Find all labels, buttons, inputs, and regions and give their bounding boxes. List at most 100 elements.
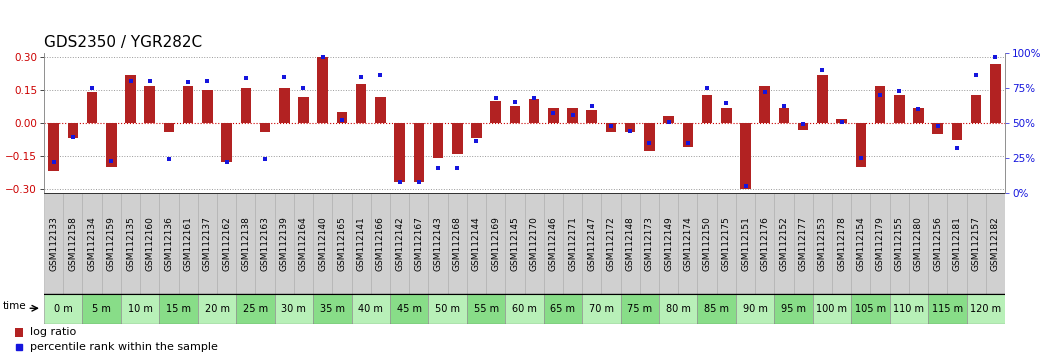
- Bar: [836, 119, 847, 123]
- Text: 55 m: 55 m: [473, 304, 498, 314]
- Bar: [659, 294, 698, 324]
- Bar: [914, 108, 924, 123]
- Bar: [793, 193, 813, 294]
- Bar: [351, 193, 370, 294]
- Text: GSM112173: GSM112173: [645, 216, 654, 271]
- Bar: [736, 294, 774, 324]
- Bar: [702, 95, 712, 123]
- Bar: [490, 101, 501, 123]
- Bar: [875, 86, 885, 123]
- Text: GSM112181: GSM112181: [952, 216, 961, 271]
- Bar: [928, 294, 966, 324]
- Bar: [333, 193, 351, 294]
- Text: GSM112135: GSM112135: [126, 216, 135, 271]
- Bar: [467, 193, 486, 294]
- Bar: [67, 123, 79, 138]
- Bar: [582, 193, 601, 294]
- Bar: [605, 123, 616, 132]
- Bar: [851, 294, 890, 324]
- Text: GSM112152: GSM112152: [779, 216, 789, 271]
- Text: 65 m: 65 m: [551, 304, 576, 314]
- Bar: [486, 193, 506, 294]
- Bar: [121, 294, 159, 324]
- Bar: [698, 193, 716, 294]
- Text: GSM112133: GSM112133: [49, 216, 58, 271]
- Bar: [966, 193, 986, 294]
- Text: 30 m: 30 m: [281, 304, 306, 314]
- Bar: [524, 193, 543, 294]
- Bar: [741, 123, 751, 189]
- Bar: [970, 95, 982, 123]
- Bar: [294, 193, 313, 294]
- Bar: [548, 108, 559, 123]
- Bar: [141, 193, 159, 294]
- Text: GSM112163: GSM112163: [260, 216, 270, 271]
- Bar: [851, 193, 871, 294]
- Text: 115 m: 115 m: [932, 304, 963, 314]
- Bar: [506, 294, 543, 324]
- Text: GSM112138: GSM112138: [241, 216, 251, 271]
- Text: log ratio: log ratio: [29, 327, 76, 337]
- Bar: [428, 294, 467, 324]
- Text: 45 m: 45 m: [397, 304, 422, 314]
- Bar: [102, 193, 121, 294]
- Text: GSM112157: GSM112157: [971, 216, 981, 271]
- Text: GSM112171: GSM112171: [569, 216, 577, 271]
- Text: GSM112170: GSM112170: [530, 216, 538, 271]
- Bar: [467, 294, 506, 324]
- Text: GSM112146: GSM112146: [549, 216, 558, 271]
- Text: GSM112144: GSM112144: [472, 216, 480, 271]
- Bar: [529, 99, 539, 123]
- Bar: [966, 294, 1005, 324]
- Bar: [376, 97, 386, 123]
- Bar: [506, 193, 524, 294]
- Bar: [778, 108, 789, 123]
- Text: time: time: [2, 301, 26, 311]
- Text: GSM112136: GSM112136: [165, 216, 173, 271]
- Bar: [543, 294, 582, 324]
- Text: GSM112151: GSM112151: [741, 216, 750, 271]
- Bar: [755, 193, 774, 294]
- Bar: [44, 294, 83, 324]
- Bar: [908, 193, 928, 294]
- Bar: [356, 84, 366, 123]
- Text: GSM112143: GSM112143: [433, 216, 443, 271]
- Text: GSM112148: GSM112148: [625, 216, 635, 271]
- Bar: [145, 86, 155, 123]
- Text: GSM112158: GSM112158: [68, 216, 78, 271]
- Bar: [679, 193, 698, 294]
- Bar: [947, 193, 966, 294]
- Text: GSM112162: GSM112162: [222, 216, 231, 271]
- Bar: [990, 64, 1001, 123]
- Bar: [125, 75, 135, 123]
- Bar: [279, 88, 290, 123]
- Bar: [716, 193, 736, 294]
- Text: 10 m: 10 m: [128, 304, 152, 314]
- Bar: [236, 193, 256, 294]
- Bar: [951, 123, 962, 141]
- Text: GSM112134: GSM112134: [88, 216, 97, 271]
- Text: GSM112165: GSM112165: [338, 216, 346, 271]
- Text: GSM112161: GSM112161: [184, 216, 193, 271]
- Bar: [83, 294, 121, 324]
- Bar: [413, 123, 424, 182]
- Bar: [986, 193, 1005, 294]
- Bar: [933, 123, 943, 134]
- Bar: [313, 193, 333, 294]
- Text: 80 m: 80 m: [666, 304, 690, 314]
- Bar: [409, 193, 428, 294]
- Bar: [698, 294, 736, 324]
- Text: GSM112150: GSM112150: [703, 216, 711, 271]
- Text: 5 m: 5 m: [92, 304, 111, 314]
- Text: 70 m: 70 m: [588, 304, 614, 314]
- Bar: [813, 193, 832, 294]
- Bar: [510, 105, 520, 123]
- Bar: [16, 328, 23, 337]
- Text: 100 m: 100 m: [816, 304, 848, 314]
- Bar: [798, 123, 809, 130]
- Bar: [198, 294, 236, 324]
- Bar: [313, 294, 351, 324]
- Text: GSM112139: GSM112139: [280, 216, 288, 271]
- Text: GSM112180: GSM112180: [914, 216, 923, 271]
- Bar: [83, 193, 102, 294]
